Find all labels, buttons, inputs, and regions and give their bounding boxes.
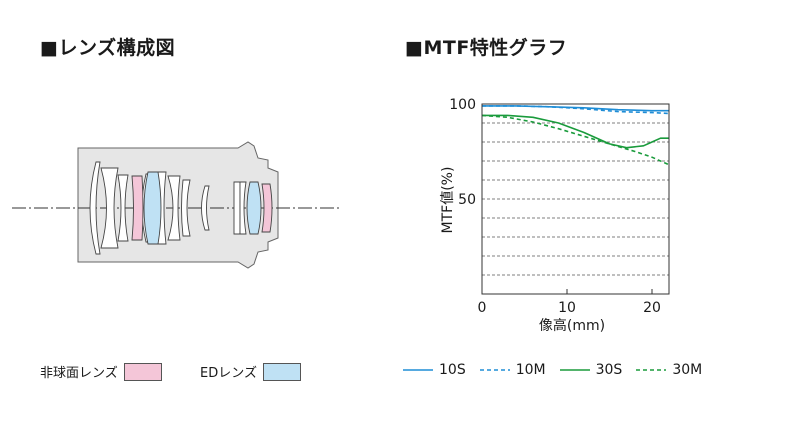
lens-element <box>239 181 247 235</box>
legend-ed-label: EDレンズ <box>200 366 257 381</box>
lens-element <box>181 179 191 237</box>
series-10M-line <box>482 105 670 115</box>
legend-swatch-30S <box>559 369 590 371</box>
series-30S-line <box>482 114 669 149</box>
y-tick-label: 100 <box>449 97 476 113</box>
lens-element <box>233 181 241 235</box>
mtf-graph-title: ■MTF特性グラフ <box>405 37 568 59</box>
series-30M-line <box>481 114 670 166</box>
legend-swatch-10M <box>479 369 510 371</box>
legend-swatch-30M <box>636 369 667 371</box>
lens-construction-diagram <box>12 141 340 269</box>
lens-element <box>167 175 181 241</box>
lens-element <box>117 174 129 242</box>
series-10S-line <box>482 105 669 112</box>
legend-label-10M: 10M <box>515 362 546 378</box>
lens-element <box>89 161 101 255</box>
y-axis-label: MTF値(%) <box>440 167 456 234</box>
x-tick-label: 20 <box>643 300 661 316</box>
plot-frame <box>481 103 670 295</box>
legend-aspherical: 非球面レンズ <box>40 362 162 381</box>
ed-lens-element <box>246 181 262 235</box>
legend-label-30S: 30S <box>595 362 623 378</box>
aspherical-lens-element <box>131 175 144 241</box>
ed-lens-element <box>143 171 162 245</box>
legend-label-10S: 10S <box>439 362 466 378</box>
legend-ed: EDレンズ <box>200 362 301 381</box>
x-tick-label: 0 <box>478 300 487 316</box>
y-tick-label: 50 <box>458 192 476 208</box>
lens-diagram-title: ■レンズ構成図 <box>40 37 176 59</box>
lens-element <box>201 185 210 231</box>
legend-label-30M: 30M <box>672 362 703 378</box>
legend-item-30S: 30S <box>559 362 623 378</box>
ed-swatch <box>262 362 301 381</box>
legend-item-30M: 30M <box>636 362 702 378</box>
lens-element <box>100 167 119 249</box>
x-axis-label: 像高(mm) <box>539 317 605 334</box>
legend-item-10M: 10M <box>479 362 546 378</box>
aspherical-lens-element <box>261 183 273 233</box>
legend-item-10S: 10S <box>403 362 466 378</box>
aspherical-swatch <box>123 362 162 381</box>
mtf-legend: 10S 10M 30S 30M <box>403 362 716 378</box>
x-tick-label: 10 <box>558 300 576 316</box>
legend-swatch-10S <box>403 369 433 371</box>
legend-aspherical-label: 非球面レンズ <box>40 366 118 381</box>
